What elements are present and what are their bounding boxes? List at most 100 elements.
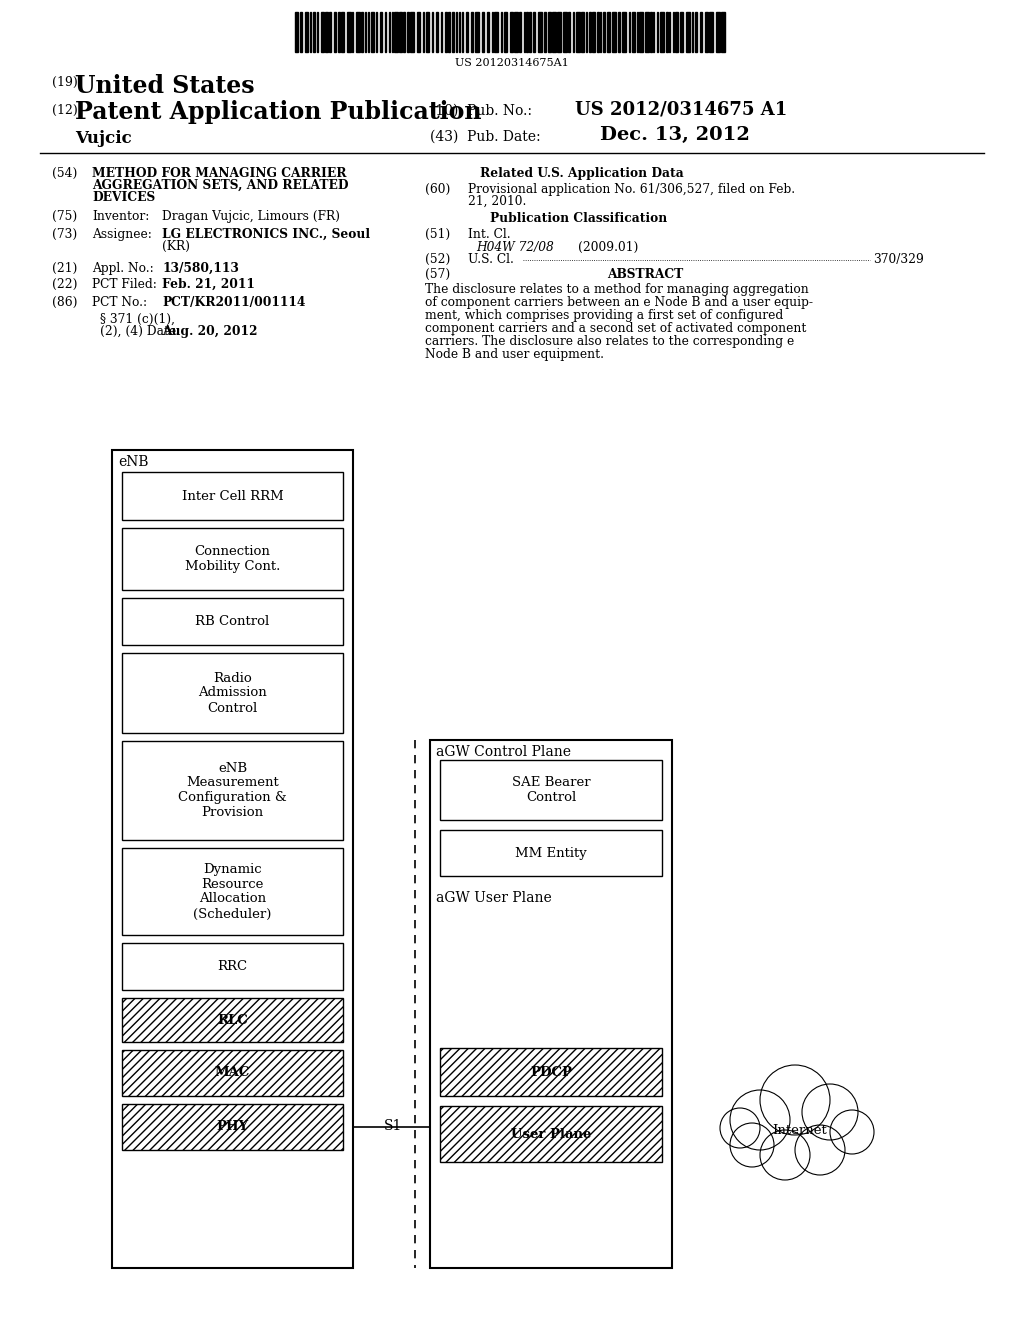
Bar <box>112 450 353 1269</box>
Circle shape <box>720 1107 760 1148</box>
Bar <box>361 12 362 51</box>
Bar <box>430 741 672 1269</box>
Bar <box>709 12 713 51</box>
Text: PCT No.:: PCT No.: <box>92 296 147 309</box>
Text: Assignee:: Assignee: <box>92 228 152 242</box>
Text: aGW Control Plane: aGW Control Plane <box>436 744 571 759</box>
Bar <box>122 1049 343 1096</box>
Text: Aug. 20, 2012: Aug. 20, 2012 <box>162 325 257 338</box>
Bar <box>650 12 652 51</box>
Bar <box>399 12 402 51</box>
Bar <box>475 12 479 51</box>
Text: PHY: PHY <box>216 1121 249 1134</box>
Text: Feb. 21, 2011: Feb. 21, 2011 <box>162 279 255 290</box>
Bar <box>471 12 473 51</box>
Text: (43)  Pub. Date:: (43) Pub. Date: <box>430 129 541 144</box>
Bar <box>519 12 521 51</box>
Bar <box>440 1048 662 1096</box>
Text: (21): (21) <box>52 261 78 275</box>
Bar <box>514 12 518 51</box>
Bar <box>403 12 406 51</box>
Bar <box>122 847 343 935</box>
Bar <box>122 741 343 840</box>
Text: component carriers and a second set of activated component: component carriers and a second set of a… <box>425 322 806 335</box>
Bar <box>721 12 725 51</box>
Bar <box>666 12 668 51</box>
Circle shape <box>730 1123 774 1167</box>
Text: eNB
Measurement
Configuration &
Provision: eNB Measurement Configuration & Provisio… <box>178 762 287 820</box>
Bar <box>122 473 343 520</box>
Bar <box>487 12 489 51</box>
Bar <box>680 12 683 51</box>
Text: carriers. The disclosure also relates to the corresponding e: carriers. The disclosure also relates to… <box>425 335 795 348</box>
Text: Related U.S. Application Data: Related U.S. Application Data <box>480 168 684 180</box>
Text: Appl. No.:: Appl. No.: <box>92 261 154 275</box>
Bar <box>575 12 580 51</box>
Text: PDCP: PDCP <box>530 1065 572 1078</box>
Bar <box>716 12 720 51</box>
Bar <box>482 12 484 51</box>
Text: Dragan Vujcic, Limours (FR): Dragan Vujcic, Limours (FR) <box>162 210 340 223</box>
Bar <box>436 12 438 51</box>
Text: ABSTRACT: ABSTRACT <box>607 268 683 281</box>
Circle shape <box>830 1110 874 1154</box>
Text: Vujcic: Vujcic <box>75 129 132 147</box>
Circle shape <box>760 1065 830 1135</box>
Bar <box>618 12 620 51</box>
Text: (12): (12) <box>52 104 78 117</box>
Bar <box>122 598 343 645</box>
Bar <box>347 12 351 51</box>
Text: (73): (73) <box>52 228 77 242</box>
Text: Dynamic
Resource
Allocation
(Scheduler): Dynamic Resource Allocation (Scheduler) <box>194 862 271 920</box>
Text: 13/580,113: 13/580,113 <box>162 261 239 275</box>
Bar <box>705 12 708 51</box>
Text: Node B and user equipment.: Node B and user equipment. <box>425 348 604 360</box>
Text: Provisional application No. 61/306,527, filed on Feb.: Provisional application No. 61/306,527, … <box>468 183 795 195</box>
Bar <box>557 12 561 51</box>
Text: MM Entity: MM Entity <box>515 846 587 859</box>
Text: (86): (86) <box>52 296 78 309</box>
Bar <box>338 12 340 51</box>
Bar <box>466 12 468 51</box>
Bar <box>380 12 382 51</box>
Bar <box>329 12 331 51</box>
Bar <box>295 12 298 51</box>
Text: Inventor:: Inventor: <box>92 210 150 223</box>
Text: Int. Cl.: Int. Cl. <box>468 228 511 242</box>
Text: SAE Bearer
Control: SAE Bearer Control <box>512 776 590 804</box>
Bar <box>371 12 374 51</box>
Text: DEVICES: DEVICES <box>92 191 156 205</box>
Text: Radio
Admission
Control: Radio Admission Control <box>198 672 267 714</box>
Bar <box>341 12 344 51</box>
Bar <box>632 12 635 51</box>
Text: (75): (75) <box>52 210 77 223</box>
Bar <box>449 12 450 51</box>
Bar <box>122 1104 343 1150</box>
Bar <box>504 12 507 51</box>
Bar <box>325 12 328 51</box>
Bar <box>622 12 626 51</box>
Bar <box>334 12 336 51</box>
Text: Connection
Mobility Cont.: Connection Mobility Cont. <box>184 545 281 573</box>
Bar <box>695 12 697 51</box>
Text: of component carriers between an e Node B and a user equip-: of component carriers between an e Node … <box>425 296 813 309</box>
Bar <box>440 1106 662 1162</box>
Text: (60): (60) <box>425 183 451 195</box>
Bar <box>581 12 584 51</box>
Text: RLC: RLC <box>217 1014 248 1027</box>
Bar <box>589 12 591 51</box>
Text: Internet: Internet <box>773 1123 827 1137</box>
Bar <box>645 12 649 51</box>
Bar <box>612 12 616 51</box>
Text: (2009.01): (2009.01) <box>578 242 638 253</box>
Bar <box>300 12 302 51</box>
Bar <box>417 12 420 51</box>
Bar <box>321 12 324 51</box>
Text: (10)  Pub. No.:: (10) Pub. No.: <box>430 104 532 117</box>
Text: 21, 2010.: 21, 2010. <box>468 195 526 209</box>
Bar <box>394 12 398 51</box>
Text: S1: S1 <box>384 1119 402 1133</box>
Bar <box>122 653 343 733</box>
Text: LG ELECTRONICS INC., Seoul: LG ELECTRONICS INC., Seoul <box>162 228 370 242</box>
Bar <box>445 12 447 51</box>
